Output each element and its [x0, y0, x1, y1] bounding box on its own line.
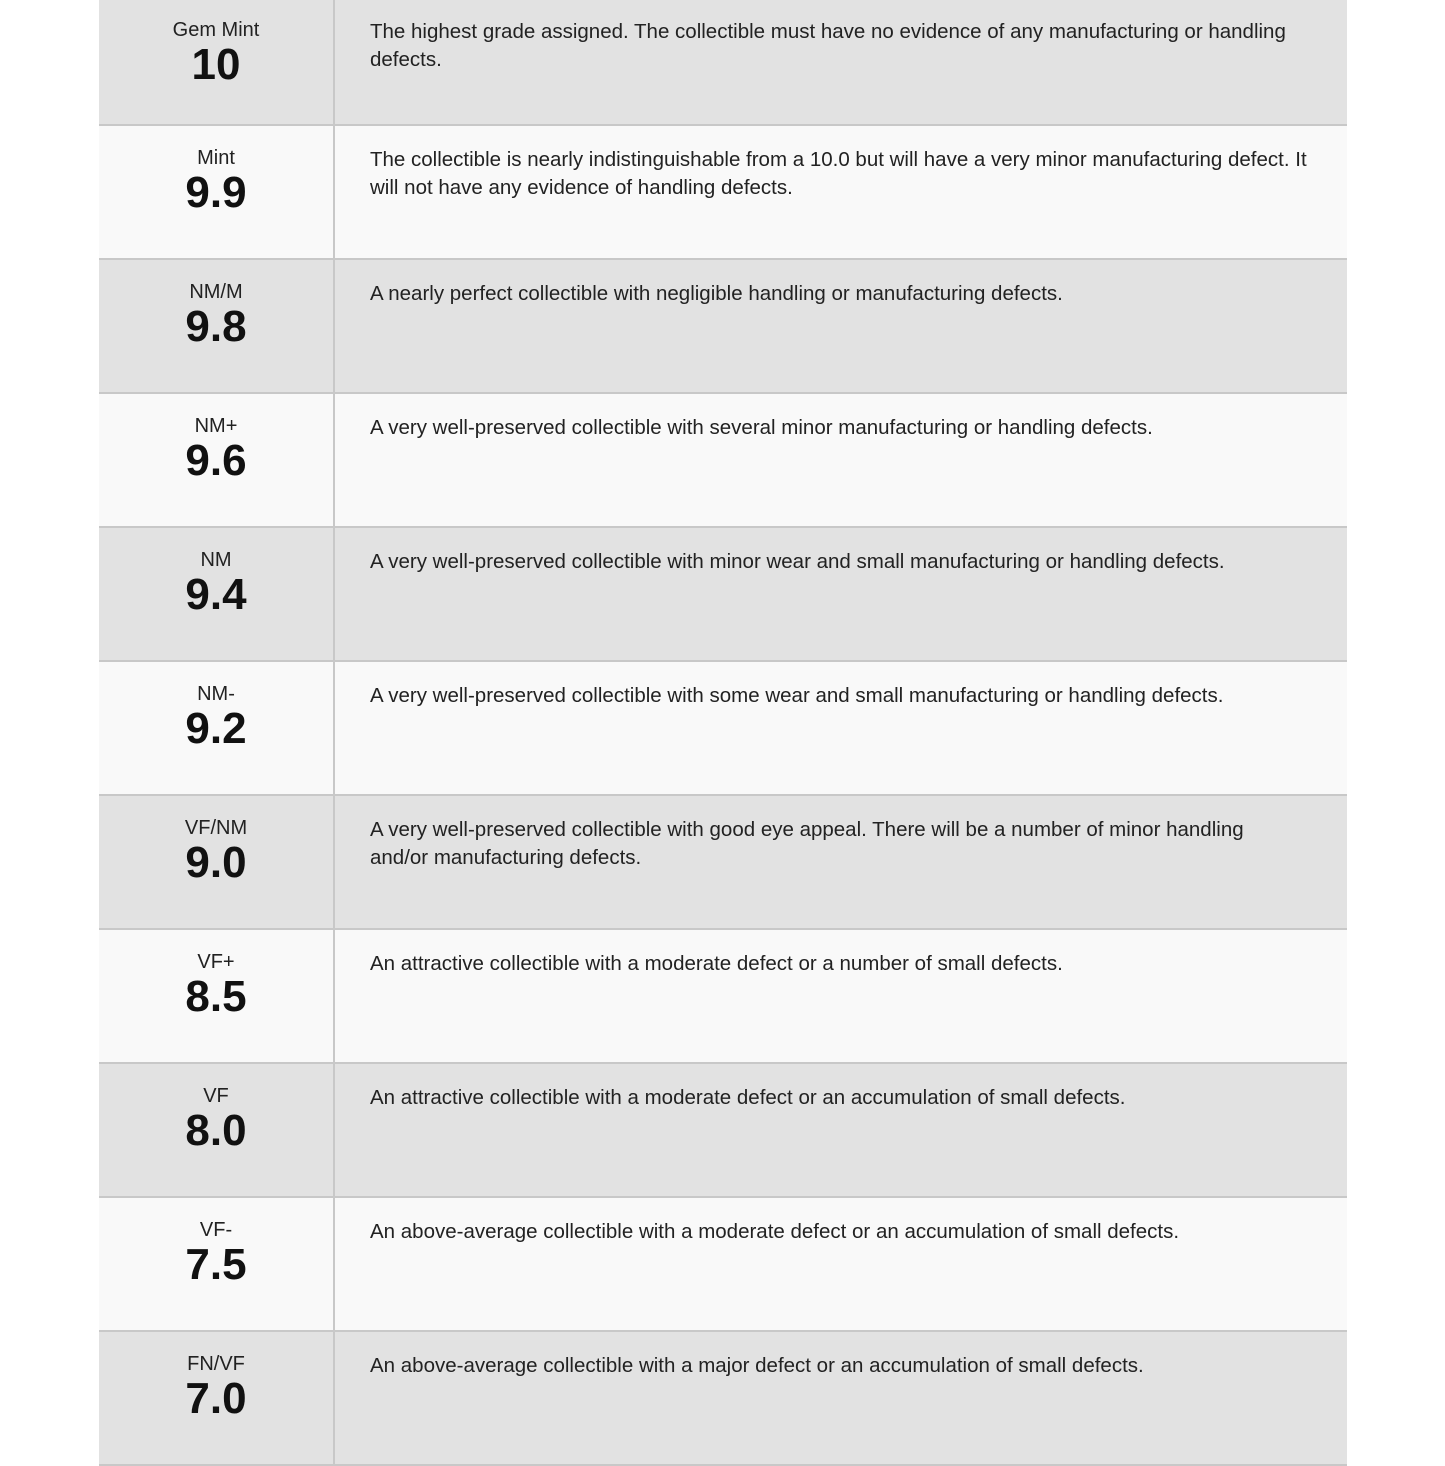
grade-number: 9.0: [185, 838, 247, 887]
table-row: VF+ 8.5 An attractive collectible with a m…: [99, 930, 1347, 1064]
grade-description: An above-average collectible with a mode…: [370, 1220, 1180, 1243]
grade-number: 7.5: [185, 1240, 247, 1289]
grade-description: A very well-preserved collectible with m…: [370, 550, 1225, 573]
grade-cell: VF 8.0: [99, 1064, 335, 1196]
table-row: Mint 9.9 The collectible is nearly indisti…: [99, 126, 1347, 260]
table-row: NM+ 9.6 A very well-preserved collectible …: [99, 394, 1347, 528]
table-row: VF- 7.5 An above-average collectible with …: [99, 1198, 1347, 1332]
grade-number: 10: [191, 40, 241, 89]
grade-description: An above-average collectible with a majo…: [370, 1354, 1144, 1377]
table-row: VF/NM 9.0 A very well-preserved collectibl…: [99, 796, 1347, 930]
grade-number: 8.0: [185, 1106, 247, 1155]
grade-label: NM+: [194, 415, 238, 437]
table-row: VF 8.0 An attractive collectible with a mo…: [99, 1064, 1347, 1198]
grade-description: An attractive collectible with a moderat…: [370, 1086, 1126, 1109]
grade-description: The highest grade assigned. The collecti…: [370, 20, 1286, 71]
grade-label: NM/M: [189, 281, 243, 303]
grade-cell: VF+ 8.5: [99, 930, 335, 1062]
grade-label: NM: [200, 549, 232, 571]
table-row: NM 9.4 A very well-preserved collectible w…: [99, 528, 1347, 662]
table-row: NM- 9.2 A very well-preserved collectible …: [99, 662, 1347, 796]
grade-cell: VF- 7.5: [99, 1198, 335, 1330]
grade-number: 9.9: [185, 168, 247, 217]
grade-label: VF: [203, 1085, 229, 1107]
grade-number: 8.5: [185, 972, 247, 1021]
grade-cell: NM 9.4: [99, 528, 335, 660]
grade-cell: FN/VF 7.0: [99, 1332, 335, 1464]
grade-label: NM-: [197, 683, 235, 705]
grade-cell: VF/NM 9.0: [99, 796, 335, 928]
grade-cell: Gem Mint 10: [99, 0, 335, 124]
grading-table: Gem Mint 10 The highest grade assigned. Th…: [99, 0, 1347, 1466]
grade-label: VF-: [199, 1219, 233, 1241]
grade-cell: NM+ 9.6: [99, 394, 335, 526]
grade-description: A very well-preserved collectible with s…: [370, 684, 1224, 707]
grade-label: Gem Mint: [172, 19, 260, 41]
grade-number: 9.2: [185, 704, 247, 753]
grade-description: An attractive collectible with a moderat…: [370, 952, 1063, 975]
grade-number: 9.6: [185, 436, 247, 485]
grade-number: 7.0: [185, 1374, 247, 1423]
grade-cell: NM/M 9.8: [99, 260, 335, 392]
grade-description: The collectible is nearly indistinguisha…: [370, 148, 1307, 199]
grade-number: 9.4: [185, 570, 247, 619]
grade-cell: Mint 9.9: [99, 126, 335, 258]
table-row: FN/VF 7.0 An above-average collectible wit…: [99, 1332, 1347, 1466]
grade-label: VF+: [197, 951, 235, 973]
grade-description: A very well-preserved collectible with s…: [370, 416, 1153, 439]
table-row: Gem Mint 10 The highest grade assigned. Th…: [99, 0, 1347, 126]
grade-label: Mint: [197, 147, 235, 169]
grade-cell: NM- 9.2: [99, 662, 335, 794]
grade-label: FN/VF: [187, 1353, 245, 1375]
table-row: NM/M 9.8 A nearly perfect collectible with…: [99, 260, 1347, 394]
grade-number: 9.8: [185, 302, 247, 351]
grade-label: VF/NM: [184, 817, 248, 839]
grade-description: A very well-preserved collectible with g…: [370, 818, 1244, 869]
grade-description: A nearly perfect collectible with neglig…: [370, 282, 1063, 305]
